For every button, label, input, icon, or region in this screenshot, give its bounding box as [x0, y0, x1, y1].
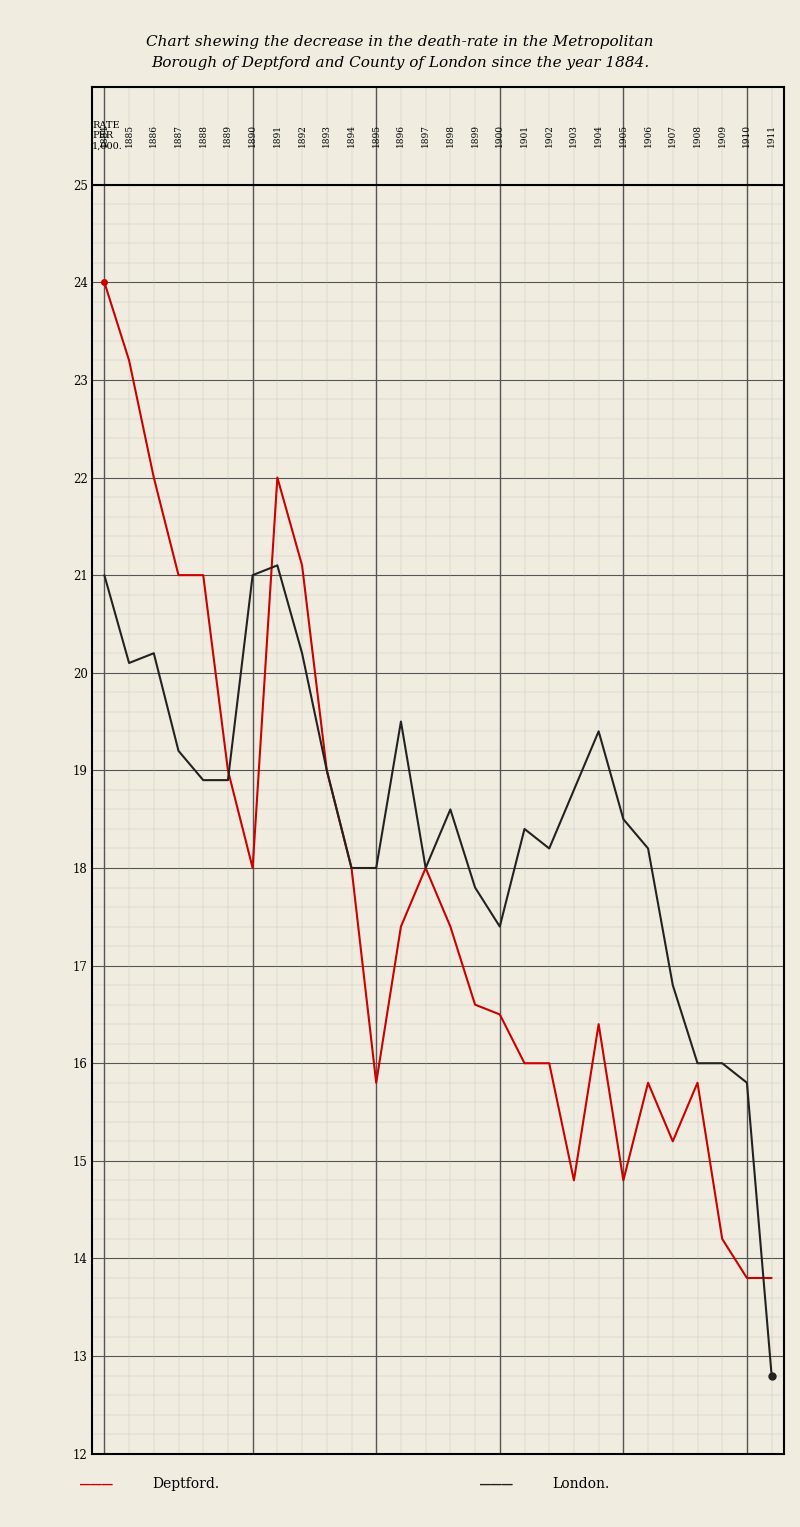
Text: 1909: 1909: [718, 124, 726, 147]
Text: London.: London.: [552, 1477, 610, 1492]
Text: 1893: 1893: [322, 124, 331, 147]
Text: 1891: 1891: [273, 124, 282, 147]
Text: 1911: 1911: [767, 124, 776, 147]
Text: 1884: 1884: [100, 124, 109, 147]
Text: 1900: 1900: [495, 124, 504, 147]
Text: 1896: 1896: [397, 124, 406, 147]
Text: 1898: 1898: [446, 124, 455, 147]
Text: 1885: 1885: [125, 124, 134, 148]
Text: 1904: 1904: [594, 124, 603, 147]
Text: 1892: 1892: [298, 124, 306, 147]
Text: 1895: 1895: [372, 124, 381, 148]
Text: ———: ———: [80, 1475, 113, 1493]
Text: 1906: 1906: [643, 124, 653, 147]
Text: 1894: 1894: [347, 124, 356, 147]
Text: 1886: 1886: [150, 124, 158, 147]
Text: 1902: 1902: [545, 124, 554, 147]
Text: 1899: 1899: [470, 124, 479, 147]
Text: 1903: 1903: [570, 124, 578, 147]
Text: 1910: 1910: [742, 124, 751, 147]
Text: 1905: 1905: [619, 124, 628, 148]
Text: RATE
PER
1,000.: RATE PER 1,000.: [92, 121, 123, 151]
Text: 1907: 1907: [668, 124, 678, 147]
Text: 1897: 1897: [421, 124, 430, 147]
Text: 1889: 1889: [223, 124, 233, 147]
Text: Deptford.: Deptford.: [152, 1477, 219, 1492]
Text: Chart shewing the decrease in the death-rate in the Metropolitan: Chart shewing the decrease in the death-…: [146, 35, 654, 49]
Text: ———: ———: [480, 1475, 513, 1493]
Text: 1908: 1908: [693, 124, 702, 147]
Text: 1901: 1901: [520, 124, 529, 147]
Text: 1888: 1888: [198, 124, 208, 147]
Text: 1887: 1887: [174, 124, 183, 147]
Text: Borough of Deptford and County of London since the year 1884.: Borough of Deptford and County of London…: [151, 56, 649, 70]
Text: 1890: 1890: [248, 124, 257, 147]
